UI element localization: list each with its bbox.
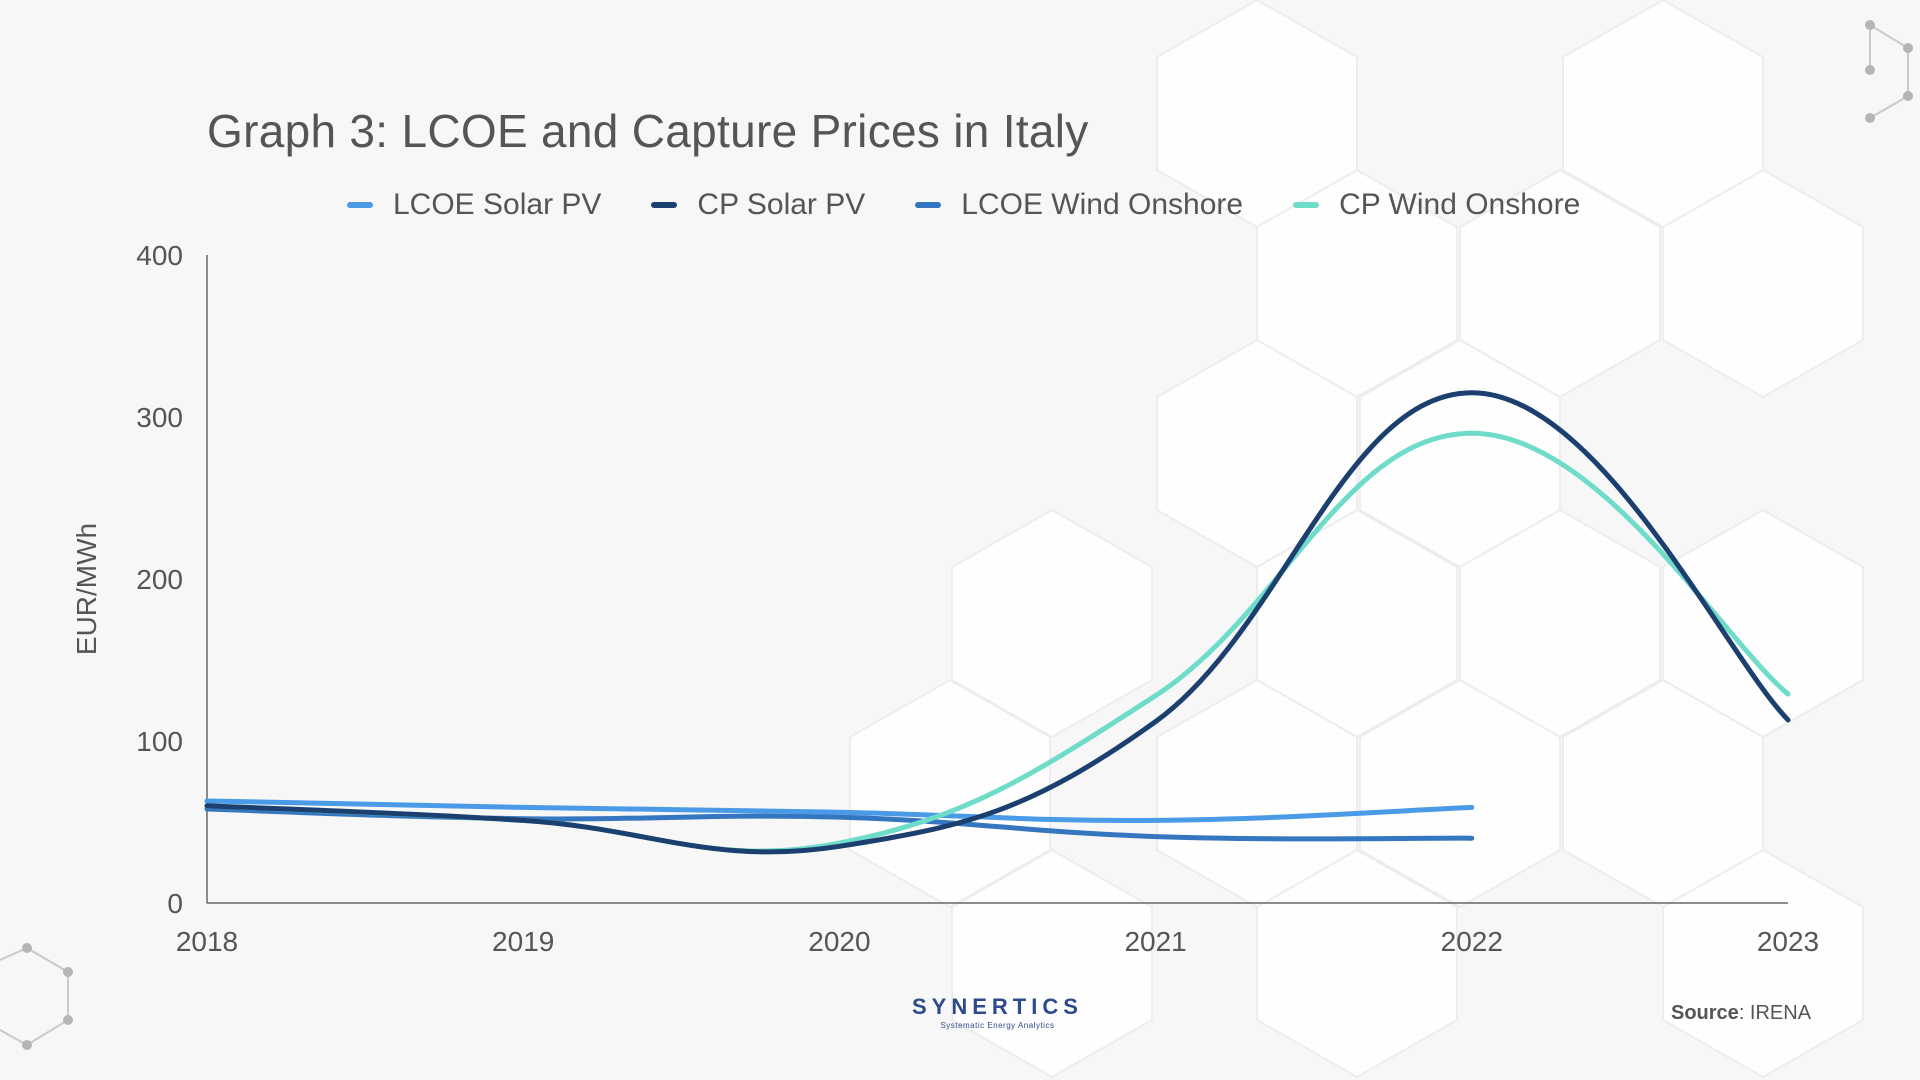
x-tick-label: 2022 — [1441, 926, 1503, 957]
legend-label: CP Solar PV — [697, 188, 866, 221]
legend-label: LCOE Wind Onshore — [961, 188, 1244, 221]
source-label: Source — [1671, 1002, 1739, 1024]
legend-swatch — [1293, 202, 1320, 208]
y-tick-label: 400 — [136, 240, 183, 271]
y-axis-label: EUR/MWh — [71, 523, 102, 655]
legend-label: CP Wind Onshore — [1339, 188, 1581, 221]
legend-item-lcoe-wind-onshore: LCOE Wind Onshore — [915, 188, 1243, 222]
legend-swatch — [651, 202, 678, 208]
x-tick-label: 2020 — [808, 926, 870, 957]
x-tick-label: 2021 — [1124, 926, 1186, 957]
legend-item-cp-wind-onshore: CP Wind Onshore — [1293, 188, 1580, 222]
chart-series-layer — [204, 390, 1791, 855]
y-tick-label: 0 — [167, 888, 183, 919]
legend-swatch — [347, 202, 373, 208]
legend-item-cp-solar-pv: CP Solar PV — [651, 188, 865, 222]
series-line-cp-wind-onshore — [204, 430, 1791, 854]
legend-item-lcoe-solar-pv: LCOE Solar PV — [347, 188, 601, 222]
chart-axes: 0 100 200 300 400 2018 2019 2020 2021 2022 2023 EUR… — [71, 240, 1819, 957]
brand-name: SYNERTICS — [912, 994, 1083, 1019]
chart-title: Graph 3: LCOE and Capture Prices in Ital… — [207, 105, 1089, 157]
y-tick-label: 300 — [136, 402, 183, 433]
legend-label: LCOE Solar PV — [393, 188, 602, 221]
series-line-lcoe-solar-pv — [204, 798, 1475, 823]
brand-logo: SYNERTICS Systematic Energy Analytics — [912, 994, 1083, 1030]
chart-legend: LCOE Solar PV CP Solar PV LCOE Wind Onshor… — [347, 188, 1630, 222]
y-tick-label: 100 — [136, 726, 183, 757]
x-tick-label: 2018 — [176, 926, 238, 957]
source-note: Source: IRENA — [1671, 1002, 1811, 1025]
y-tick-label: 200 — [136, 564, 183, 595]
brand-tagline: Systematic Energy Analytics — [940, 1021, 1055, 1030]
x-tick-label: 2023 — [1757, 926, 1819, 957]
series-line-cp-solar-pv — [204, 390, 1791, 855]
x-tick-label: 2019 — [492, 926, 554, 957]
legend-swatch — [915, 202, 942, 208]
source-value: : IRENA — [1738, 1002, 1812, 1024]
